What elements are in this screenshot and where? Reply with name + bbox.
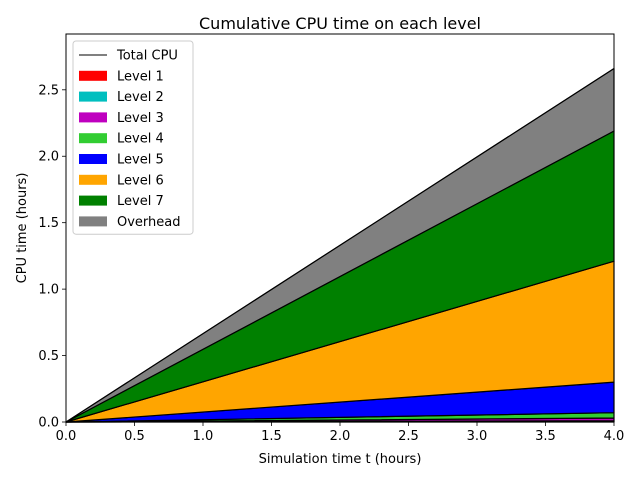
x-tick-label: 3.0 (467, 429, 488, 444)
legend-label-level-1: Level 1 (117, 69, 164, 84)
legend-swatch-overhead (79, 216, 107, 227)
y-tick-label: 2.0 (38, 150, 59, 165)
y-tick-label: 1.0 (38, 283, 59, 298)
legend: Total CPU Level 1 Level 2 Level 3 Level 4 Lev… (72, 40, 194, 235)
legend-label-level-7: Level 7 (117, 194, 164, 209)
x-axis: 0.0 0.5 1.0 1.5 2.0 2.5 3.0 3.5 4.0 (56, 422, 625, 444)
y-tick-label: 2.5 (38, 83, 59, 98)
legend-swatch-level-3 (79, 112, 107, 123)
legend-swatch-level-2 (79, 91, 107, 102)
x-tick-label: 2.5 (398, 429, 419, 444)
legend-swatch-level-6 (79, 174, 107, 185)
y-axis-label: CPU time (hours) (15, 173, 30, 284)
legend-label-level-3: Level 3 (117, 111, 164, 126)
legend-swatch-level-4 (79, 133, 107, 144)
chart-title: Cumulative CPU time on each level (199, 14, 481, 33)
legend-swatch-level-1 (79, 70, 107, 81)
x-axis-label: Simulation time t (hours) (259, 452, 422, 467)
x-tick-label: 3.5 (535, 429, 556, 444)
legend-label-level-4: Level 4 (117, 132, 164, 147)
total-cpu-line (65, 68, 615, 423)
legend-label-total-cpu: Total CPU (116, 49, 178, 64)
x-tick-label: 1.5 (261, 429, 282, 444)
legend-label-level-2: Level 2 (117, 90, 164, 105)
legend-label-level-5: Level 5 (117, 153, 164, 168)
legend-swatch-level-7 (79, 195, 107, 206)
x-tick-label: 0.5 (124, 429, 145, 444)
y-tick-label: 0.0 (38, 416, 59, 431)
total-line-group (65, 68, 615, 423)
y-tick-label: 0.5 (38, 349, 59, 364)
legend-swatch-level-5 (79, 154, 107, 164)
x-tick-label: 0.0 (56, 429, 77, 444)
y-tick-label: 1.5 (38, 216, 59, 231)
legend-box (72, 40, 194, 235)
y-axis: 0.0 0.5 1.0 1.5 2.0 2.5 (38, 83, 66, 431)
x-tick-label: 2.0 (330, 429, 351, 444)
legend-label-overhead: Overhead (117, 215, 181, 230)
x-tick-label: 1.0 (193, 429, 214, 444)
x-tick-label: 4.0 (604, 429, 625, 444)
legend-label-level-6: Level 6 (117, 173, 164, 188)
